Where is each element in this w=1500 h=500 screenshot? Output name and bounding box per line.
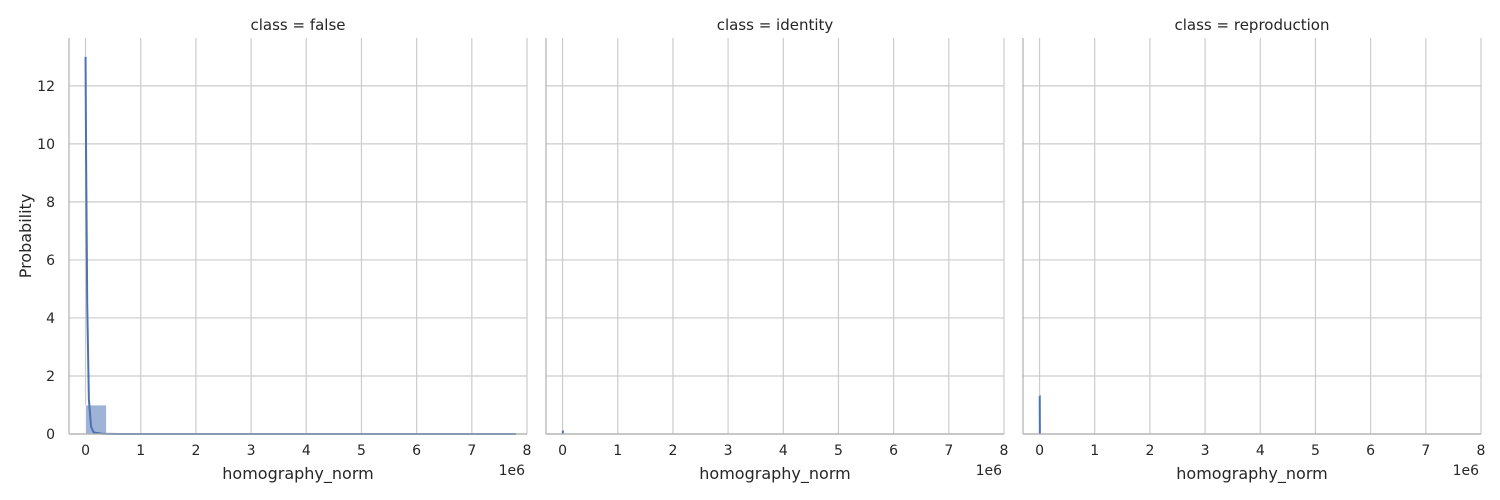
- x-tick-label: 6: [412, 443, 421, 459]
- x-tick-label: 0: [81, 443, 90, 459]
- y-tick-label: 12: [37, 79, 55, 95]
- x-tick-label: 2: [668, 443, 677, 459]
- x-tick-label: 1: [613, 443, 622, 459]
- y-tick-label: 6: [46, 253, 55, 269]
- x-tick-label: 4: [302, 443, 311, 459]
- x-tick-label: 0: [558, 443, 567, 459]
- x-tick-label: 8: [523, 443, 532, 459]
- facet-panel-2: 0 1 2 3 4 5 6 7 8 class = identity homography_norm…: [545, 16, 1009, 484]
- panel-title: class = false: [250, 16, 345, 34]
- x-tick-label: 2: [1145, 443, 1154, 459]
- x-tick-label: 4: [1256, 443, 1265, 459]
- x-tick-label: 4: [779, 443, 788, 459]
- x-tick-label: 2: [191, 443, 200, 459]
- x-tick-label: 3: [247, 443, 256, 459]
- x-tick-label: 6: [889, 443, 898, 459]
- x-tick-label: 1: [1090, 443, 1099, 459]
- x-tick-label: 1: [136, 443, 145, 459]
- x-axis-label: homography_norm: [1176, 464, 1327, 484]
- x-tick-label: 3: [724, 443, 733, 459]
- x-tick-label: 8: [1477, 443, 1486, 459]
- x-tick-label: 7: [1421, 443, 1430, 459]
- x-axis-label: homography_norm: [699, 464, 850, 484]
- y-axis-label: Probability: [16, 194, 35, 279]
- x-tick-label: 5: [834, 443, 843, 459]
- x-tick-label: 0: [1035, 443, 1044, 459]
- x-offset-label: 1e6: [1453, 463, 1480, 479]
- y-tick-label: 2: [46, 369, 55, 385]
- y-tick-label: 4: [46, 311, 55, 327]
- panel-title: class = reproduction: [1175, 16, 1330, 34]
- x-tick-label: 5: [357, 443, 366, 459]
- x-offset-label: 1e6: [976, 463, 1003, 479]
- x-tick-label: 7: [467, 443, 476, 459]
- x-tick-label: 6: [1366, 443, 1375, 459]
- x-tick-label: 8: [1000, 443, 1009, 459]
- x-offset-label: 1e6: [499, 463, 526, 479]
- y-tick-label: 10: [37, 137, 55, 153]
- x-tick-label: 7: [944, 443, 953, 459]
- kde-line: [84, 56, 516, 435]
- panel-title: class = identity: [717, 16, 834, 34]
- y-tick-label: 8: [46, 195, 55, 211]
- y-tick-label: 0: [46, 427, 55, 443]
- x-tick-label: 5: [1311, 443, 1320, 459]
- x-tick-label: 3: [1201, 443, 1210, 459]
- facet-panel-3: 0 1 2 3 4 5 6 7 8 class = reproduction homography_…: [1022, 16, 1486, 484]
- x-axis-label: homography_norm: [222, 464, 373, 484]
